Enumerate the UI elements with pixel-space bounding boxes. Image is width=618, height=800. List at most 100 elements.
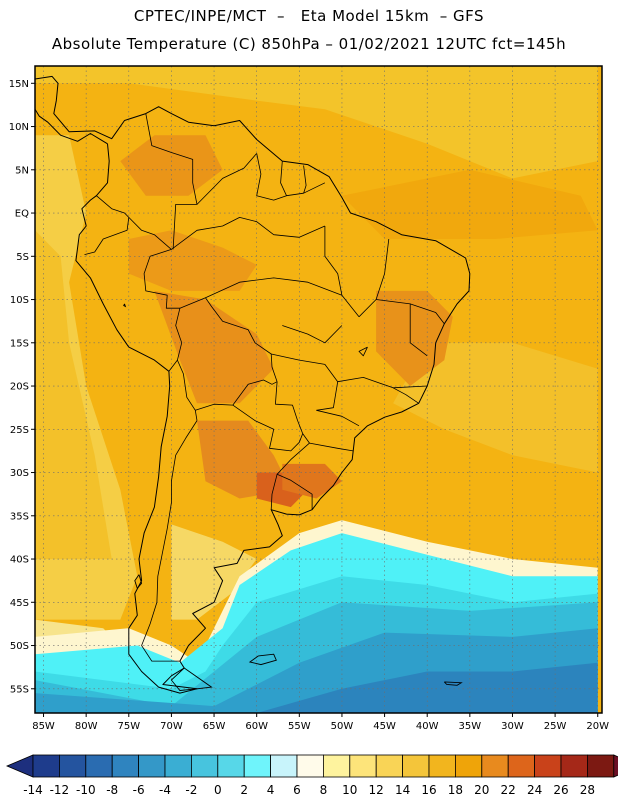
lat-tick-label: 15S xyxy=(10,338,29,349)
border-line xyxy=(196,153,258,205)
lat-tick-label: 10N xyxy=(9,122,29,133)
colorbar-label: 10 xyxy=(342,783,357,797)
region-pale-yellow-band xyxy=(35,520,598,672)
lat-tick-label: 30S xyxy=(10,468,29,479)
lon-tick-label: 35W xyxy=(459,721,482,732)
lon-tick-label: 80W xyxy=(75,721,98,732)
island-outline xyxy=(443,681,463,686)
border-line xyxy=(337,376,428,389)
lon-tick-label: 30W xyxy=(501,721,524,732)
border-line xyxy=(84,195,130,255)
map-title-line2: Absolute Temperature (C) 850hPa – 01/02/… xyxy=(51,35,567,53)
border-line xyxy=(270,474,278,510)
region-atlantic-band xyxy=(393,342,598,473)
colorbar-swatch xyxy=(59,754,87,778)
border-line xyxy=(141,420,198,662)
colorbar-swatch xyxy=(375,754,404,778)
region-pacific-mid xyxy=(35,230,112,560)
border-line xyxy=(358,346,368,357)
region-northeast-hot xyxy=(376,290,453,386)
border-line xyxy=(171,216,326,250)
lat-tick-label: EQ xyxy=(15,209,29,220)
colorbar-label: 6 xyxy=(293,783,301,797)
border-line xyxy=(271,353,339,411)
lon-tick-label: 70W xyxy=(160,721,183,732)
colorbar: -14 -12 -10 -8 -6 -4 -2 0 2 4 6 8 10 12 14 16 18 20 22 24 26… xyxy=(5,754,618,797)
colorbar-swatch xyxy=(217,754,245,778)
colorbar-swatch xyxy=(534,754,562,778)
lat-tick-label: 50S xyxy=(10,641,29,652)
longitude-ticks: 85W 80W 75W 70W 65W 60W 55W 50W 45W 40W 35W 30W 25W 2… xyxy=(32,713,609,732)
coastlines-borders xyxy=(35,75,471,694)
colorbar-swatch xyxy=(507,754,536,778)
colorbar-swatch xyxy=(587,754,615,778)
colorbar-swatch xyxy=(560,754,588,778)
colorbar-swatch xyxy=(111,754,139,778)
lat-tick-label: 20S xyxy=(10,382,29,393)
coastline xyxy=(35,75,471,694)
colorbar-label: 28 xyxy=(580,783,595,797)
border-line xyxy=(274,381,304,434)
colorbar-over-arrow xyxy=(613,754,618,778)
border-line xyxy=(280,161,287,196)
colorbar-swatch xyxy=(270,754,298,778)
lat-tick-label: 5N xyxy=(15,165,29,176)
colorbar-swatch xyxy=(349,754,377,778)
colorbar-label: 18 xyxy=(448,783,463,797)
colorbar-label: 2 xyxy=(240,783,248,797)
lat-tick-label: 35S xyxy=(10,511,29,522)
border-line xyxy=(205,277,360,318)
colorbar-swatch xyxy=(138,754,166,778)
border-line xyxy=(309,442,354,452)
colorbar-label: 16 xyxy=(421,783,436,797)
border-line xyxy=(409,303,428,357)
lon-tick-label: 55W xyxy=(288,721,311,732)
region-tropical-atlantic-core xyxy=(341,169,598,239)
temperature-field xyxy=(35,66,602,713)
region-bolivia-hot xyxy=(154,290,274,404)
colorbar-under-arrow xyxy=(5,754,34,778)
border-line xyxy=(324,226,343,296)
region-argentina-pale xyxy=(171,524,257,620)
border-line xyxy=(392,387,419,404)
colorbar-label: -6 xyxy=(133,783,145,797)
colorbar-label: 26 xyxy=(553,783,568,797)
island-outline xyxy=(248,653,277,666)
colorbar-swatch xyxy=(190,754,219,778)
lon-tick-label: 45W xyxy=(373,721,396,732)
lat-tick-label: 5S xyxy=(16,252,29,263)
colorbar-swatch xyxy=(322,754,351,778)
lon-tick-label: 25W xyxy=(544,721,567,732)
border-line xyxy=(376,299,445,325)
lat-tick-label: 45S xyxy=(10,598,29,609)
lon-tick-label: 50W xyxy=(331,721,354,732)
border-line xyxy=(316,409,360,427)
colorbar-label: 20 xyxy=(474,783,489,797)
lat-tick-label: 40S xyxy=(10,555,29,566)
colorbar-label: 22 xyxy=(501,783,516,797)
colorbar-label: -4 xyxy=(159,783,171,797)
lat-tick-label: 10S xyxy=(10,295,29,306)
colorbar-label: 8 xyxy=(320,783,328,797)
lon-tick-label: 75W xyxy=(117,721,140,732)
border-line xyxy=(282,325,343,344)
colorbar-label: -12 xyxy=(50,783,70,797)
border-line xyxy=(145,113,198,250)
colorbar-swatch xyxy=(481,754,509,778)
border-line xyxy=(232,404,304,452)
lon-tick-label: 40W xyxy=(416,721,439,732)
colorbar-swatch xyxy=(243,754,271,778)
colorbar-label: 4 xyxy=(267,783,275,797)
colorbar-swatch xyxy=(296,754,324,778)
latitude-ticks: 15N 10N 5N EQ 5S 10S 15S 20S 25S 30S 35S 40S 45S 50S 5… xyxy=(9,79,35,695)
map-frame xyxy=(34,65,603,714)
border-line xyxy=(177,359,198,421)
lon-tick-label: 20W xyxy=(586,721,609,732)
border-line xyxy=(179,297,278,382)
lat-tick-label: 25S xyxy=(10,425,29,436)
colorbar-label: 24 xyxy=(527,783,542,797)
island-outline xyxy=(123,303,127,308)
colorbar-swatch xyxy=(164,754,192,778)
colorbar-swatch xyxy=(32,754,60,778)
